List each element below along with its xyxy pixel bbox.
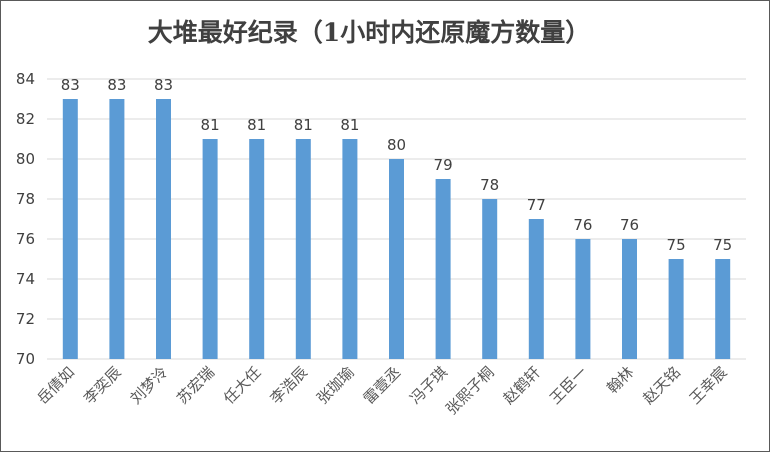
chart-title: 大堆最好纪录（1小时内还原魔方数量） <box>148 18 590 47</box>
data-label: 75 <box>713 236 732 254</box>
data-label: 76 <box>573 216 592 234</box>
bar <box>295 139 311 359</box>
x-category-label: 赵天铭 <box>639 363 684 408</box>
data-label: 78 <box>480 176 499 194</box>
data-label: 76 <box>620 216 639 234</box>
bar <box>156 99 171 359</box>
x-category-label: 张珈瑜 <box>313 363 358 408</box>
bar <box>62 99 78 359</box>
x-category-label: 张熙子桐 <box>442 363 497 418</box>
bar <box>435 179 451 359</box>
bar <box>249 139 265 359</box>
x-category-label: 赵鹤轩 <box>500 363 545 408</box>
y-axis-ticks: 70 72 74 76 78 80 82 84 <box>16 70 35 368</box>
x-category-label: 王幸宸 <box>686 363 731 408</box>
bars <box>62 99 731 359</box>
x-category-label: 雷壹丞 <box>360 363 405 408</box>
x-category-label: 王臣一 <box>546 363 591 408</box>
y-tick-label: 76 <box>16 230 35 248</box>
y-tick-label: 70 <box>16 350 35 368</box>
x-category-label: 刘梦泠 <box>127 363 172 408</box>
data-label: 75 <box>667 236 686 254</box>
x-category-label: 翰林 <box>603 363 637 397</box>
data-label: 81 <box>201 116 220 134</box>
bar <box>668 259 684 359</box>
y-tick-label: 78 <box>16 190 35 208</box>
x-category-label: 任大任 <box>220 363 265 408</box>
bar <box>528 219 544 359</box>
y-tick-label: 74 <box>16 270 35 288</box>
x-category-label: 岳倩如 <box>34 363 79 408</box>
bar <box>622 239 637 359</box>
x-category-label: 李奕辰 <box>80 363 125 408</box>
x-category-label: 苏宏瑞 <box>173 363 218 408</box>
y-tick-label: 72 <box>16 310 35 328</box>
data-label: 83 <box>61 76 80 94</box>
data-label: 81 <box>294 116 313 134</box>
x-category-label: 冯子琪 <box>406 363 451 408</box>
data-label: 81 <box>247 116 266 134</box>
y-tick-label: 84 <box>16 70 35 88</box>
bar <box>202 139 218 359</box>
data-label: 81 <box>340 116 359 134</box>
data-label: 79 <box>434 156 453 174</box>
bar <box>342 139 358 359</box>
bar <box>389 159 404 359</box>
bar <box>109 99 125 359</box>
data-labels: 83 83 83 81 81 81 81 80 79 78 77 76 76 75 75 <box>61 76 732 254</box>
bar <box>715 259 731 359</box>
bar <box>575 239 591 359</box>
data-label: 77 <box>527 196 546 214</box>
data-label: 83 <box>107 76 126 94</box>
bar <box>482 199 498 359</box>
y-tick-label: 82 <box>16 110 35 128</box>
x-category-label: 李浩辰 <box>267 363 312 408</box>
x-axis-categories: 岳倩如 李奕辰 刘梦泠 苏宏瑞 任大任 李浩辰 张珈瑜 雷壹丞 冯子琪张熙子桐 赵鹤轩 王臣一 翰林赵… <box>34 363 731 418</box>
data-label: 83 <box>154 76 173 94</box>
y-tick-label: 80 <box>16 150 35 168</box>
data-label: 80 <box>387 136 406 154</box>
